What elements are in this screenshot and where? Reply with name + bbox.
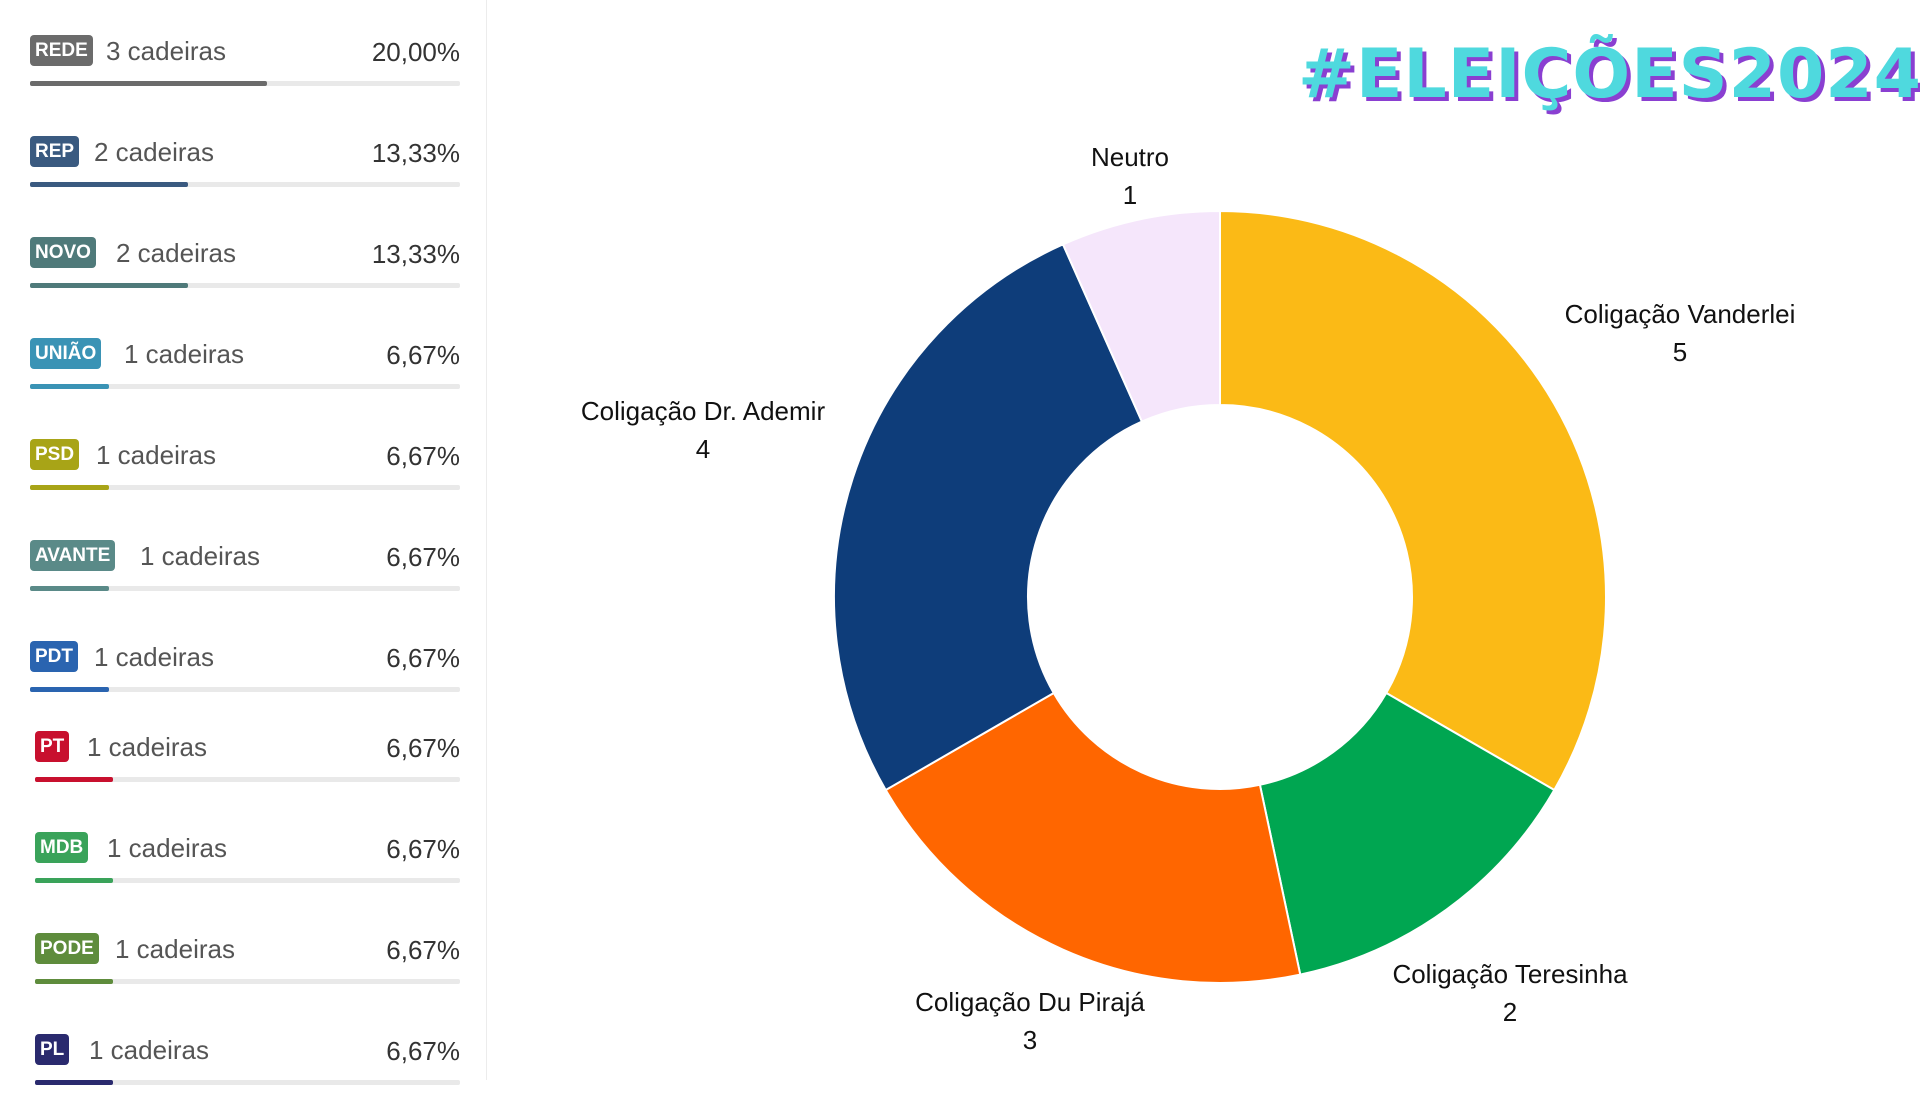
party-progress-fill — [30, 283, 188, 288]
party-percent-label: 6,67% — [386, 733, 460, 763]
party-percent-label: 6,67% — [386, 542, 460, 572]
slice-value: 5 — [1672, 337, 1688, 367]
donut-slice — [833, 243, 1144, 792]
party-badge: PODE — [35, 933, 99, 964]
donut-slice — [1258, 691, 1556, 976]
party-percent-label: 13,33% — [371, 138, 460, 168]
party-badge: PSD — [30, 439, 80, 470]
party-seats-label: 1 cadeiras — [87, 732, 207, 762]
party-seats-label: 1 cadeiras — [140, 541, 260, 571]
party-progress-fill — [30, 687, 109, 692]
party-badge: UNIÃO — [30, 338, 102, 369]
party-percent-label: 20,00% — [371, 37, 460, 67]
party-progress-track — [35, 777, 460, 782]
slice-value: 1 — [1122, 180, 1138, 210]
slice-value: 2 — [1502, 997, 1518, 1027]
donut-slice — [884, 691, 1302, 984]
party-seats-label: 1 cadeiras — [96, 440, 216, 470]
party-progress-fill — [30, 586, 109, 591]
slice-label: Neutro 1 — [1091, 138, 1169, 214]
party-progress-fill — [30, 485, 109, 490]
party-seats-label: 3 cadeiras — [106, 36, 226, 66]
party-row: NOVO 2 cadeiras 13,33% — [30, 237, 460, 307]
party-progress-track — [30, 687, 460, 692]
party-badge: MDB — [35, 832, 89, 863]
party-progress-fill — [30, 384, 109, 389]
party-row: REP 2 cadeiras 13,33% — [30, 136, 460, 206]
party-progress-track — [30, 81, 460, 86]
party-progress-fill — [30, 182, 188, 187]
party-percent-label: 6,67% — [386, 834, 460, 864]
party-progress-track — [30, 485, 460, 490]
party-badge: PT — [35, 731, 70, 762]
party-seats-label: 1 cadeiras — [107, 833, 227, 863]
donut-slice — [1219, 209, 1607, 792]
slice-label: Coligação Teresinha 2 — [1392, 955, 1627, 1031]
party-row: UNIÃO 1 cadeiras 6,67% — [30, 338, 460, 408]
donut-chart — [833, 209, 1607, 984]
slice-value: 4 — [695, 434, 711, 464]
party-badge: AVANTE — [30, 540, 116, 571]
party-progress-track — [30, 182, 460, 187]
slice-name: Coligação Dr. Ademir — [580, 396, 826, 426]
party-progress-track — [30, 283, 460, 288]
party-badge: PL — [35, 1034, 70, 1065]
party-row: PDT 1 cadeiras 6,67% — [30, 641, 460, 711]
party-row: REDE 3 cadeiras 20,00% — [30, 35, 460, 105]
party-seats-label: 1 cadeiras — [89, 1035, 209, 1065]
hashtag-title: #ELEIÇÕES2024 — [1298, 35, 1920, 114]
party-row: PSD 1 cadeiras 6,67% — [30, 439, 460, 509]
slice-name: Coligação Teresinha — [1392, 959, 1628, 989]
party-progress-track — [30, 586, 460, 591]
party-percent-label: 13,33% — [371, 239, 460, 269]
slice-label: Coligação Du Pirajá 3 — [915, 983, 1145, 1059]
party-percent-label: 6,67% — [386, 1036, 460, 1066]
party-row: PODE 1 cadeiras 6,67% — [35, 933, 460, 1003]
party-seats-label: 1 cadeiras — [115, 934, 235, 964]
slice-name: Neutro — [1090, 142, 1170, 172]
party-badge: NOVO — [30, 237, 96, 268]
party-progress-fill — [35, 878, 113, 883]
party-row: PT 1 cadeiras 6,67% — [35, 731, 460, 801]
party-progress-track — [35, 979, 460, 984]
party-badge: PDT — [30, 641, 78, 672]
party-row: AVANTE 1 cadeiras 6,67% — [30, 540, 460, 610]
slice-name: Coligação Vanderlei — [1564, 299, 1796, 329]
slice-label: Coligação Dr. Ademir 4 — [581, 392, 825, 468]
party-seat-list: REDE 3 cadeiras 20,00% REP 2 cadeiras 13,33% N… — [0, 0, 487, 1085]
party-seats-label: 1 cadeiras — [94, 642, 214, 672]
party-percent-label: 6,67% — [386, 643, 460, 673]
party-badge: REP — [30, 136, 80, 167]
party-progress-fill — [35, 777, 113, 782]
party-row: MDB 1 cadeiras 6,67% — [35, 832, 460, 902]
slice-label: Coligação Vanderlei 5 — [1565, 295, 1796, 371]
party-progress-fill — [35, 1080, 113, 1085]
party-percent-label: 6,67% — [386, 340, 460, 370]
party-progress-fill — [30, 81, 267, 86]
party-progress-track — [30, 384, 460, 389]
party-badge: REDE — [30, 35, 93, 66]
party-percent-label: 6,67% — [386, 935, 460, 965]
party-seats-label: 1 cadeiras — [124, 339, 244, 369]
slice-name: Coligação Du Pirajá — [915, 987, 1145, 1017]
donut-slice — [1061, 209, 1221, 423]
party-progress-track — [35, 1080, 460, 1085]
party-seats-label: 2 cadeiras — [94, 137, 214, 167]
party-percent-label: 6,67% — [386, 441, 460, 471]
party-progress-track — [35, 878, 460, 883]
slice-value: 3 — [1022, 1025, 1038, 1055]
party-seats-label: 2 cadeiras — [116, 238, 236, 268]
party-progress-fill — [35, 979, 113, 984]
